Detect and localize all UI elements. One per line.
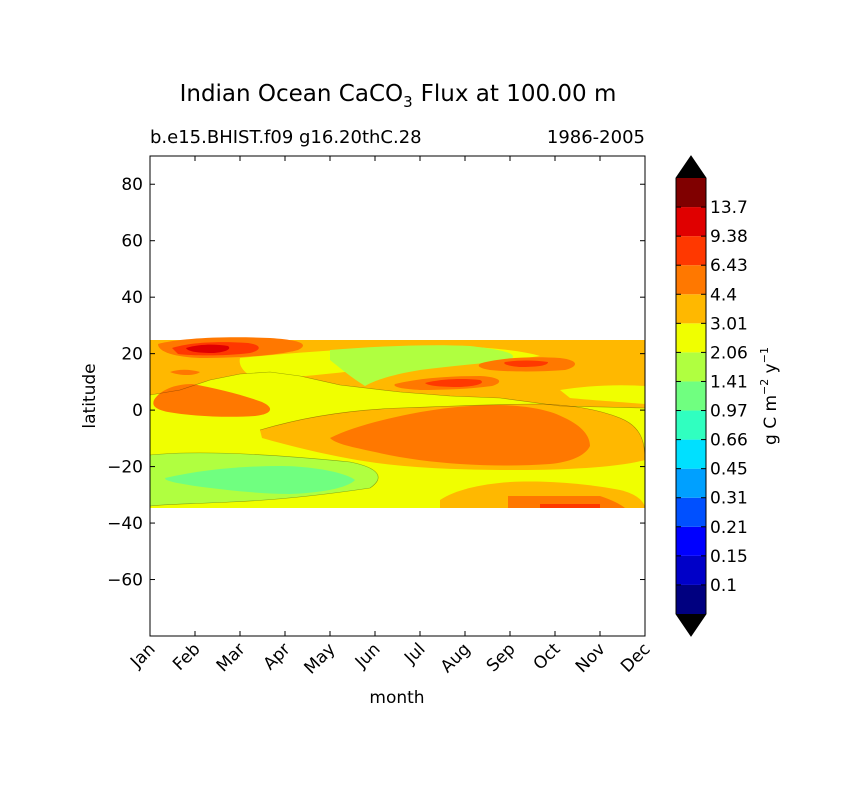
y-tick-label: 60	[121, 232, 143, 252]
colorbar-label-mid: y	[761, 363, 781, 378]
contour-region-south-patch	[165, 466, 355, 494]
colorbar-tick-label: 0.97	[710, 402, 748, 422]
contour-line-south	[150, 452, 379, 507]
colorbar-segment	[676, 178, 706, 208]
subtitle-left: b.e15.BHIST.f09 g16.20thC.28	[150, 127, 422, 148]
colorbar-tick-label: 0.1	[710, 576, 737, 596]
colorbar-tick-label: 0.15	[710, 547, 748, 567]
x-tick-label: Nov	[572, 639, 610, 677]
x-tick-label: Sep	[483, 639, 520, 676]
contour-region-north-lobe	[560, 385, 645, 404]
colorbar-tick-label: 0.66	[710, 431, 748, 451]
chart-title-subscript: 3	[403, 93, 413, 111]
colorbar-segment	[676, 468, 706, 498]
x-tick-label: Aug	[437, 639, 475, 677]
colorbar-segment	[676, 584, 706, 614]
contour-region-south-band-6.43	[540, 504, 600, 508]
x-tick-label: Jul	[400, 639, 429, 668]
x-tick-label: Mar	[213, 639, 250, 676]
y-tick-label: 40	[121, 288, 143, 308]
colorbar-segment	[676, 410, 706, 440]
colorbar-label-exp2: −1	[758, 347, 771, 363]
colorbar-segment	[676, 294, 706, 324]
contour-lines	[150, 371, 645, 507]
x-tick-label: May	[301, 639, 340, 678]
x-tick-label: Apr	[260, 639, 295, 674]
colorbar-segment	[676, 207, 706, 237]
contour-line-equator	[259, 403, 645, 461]
colorbar-label-prefix: g C m	[761, 395, 781, 445]
colorbar-segment	[676, 352, 706, 382]
contour-region-summer-equatorial	[330, 405, 590, 466]
colorbar-segment	[676, 381, 706, 411]
x-tick-label: Oct	[530, 639, 565, 674]
colorbar-tick-label: 0.31	[710, 489, 748, 509]
contour-line-north	[150, 371, 645, 409]
colorbar-outline	[675, 155, 707, 637]
colorbar-label: g C m−2 y−1	[758, 347, 781, 445]
y-tick-label: −40	[107, 514, 143, 534]
y-axis: 80 60 40 20 0 −20 −40 −60	[107, 175, 645, 591]
colorbar-tick-label: 0.21	[710, 518, 748, 538]
x-tick-label: Jun	[351, 639, 385, 673]
colorbar-extend-top	[676, 156, 706, 178]
colorbar-segment	[676, 439, 706, 469]
y-tick-label: 80	[121, 175, 143, 195]
colorbar-tick-label: 1.41	[710, 372, 748, 392]
contour-region-summer-north-max	[425, 379, 482, 387]
colorbar-tick-label: 4.4	[710, 285, 737, 305]
chart-title-suffix: Flux at 100.00 m	[421, 81, 617, 107]
x-axis-label: month	[369, 688, 424, 708]
contour-region-ne-core	[504, 360, 548, 367]
y-tick-label: −60	[107, 571, 143, 591]
colorbar-segment	[676, 526, 706, 556]
colorbar-segment	[676, 236, 706, 266]
colorbar-segment	[676, 555, 706, 585]
x-tick-label: Dec	[617, 639, 654, 676]
colorbar: 0.1 0.15 0.21 0.31 0.45 0.66 0.97 1.41 2.06 3.01 4…	[675, 155, 748, 637]
y-axis-label: latitude	[80, 363, 100, 428]
colorbar-extend-bottom	[676, 614, 706, 636]
chart-title-prefix: Indian Ocean CaCO	[180, 81, 404, 107]
colorbar-label-exp1: −2	[758, 379, 771, 395]
subtitle-right: 1986-2005	[547, 127, 645, 148]
contour-region-north-green	[330, 345, 514, 386]
x-tick-label: Feb	[169, 639, 204, 674]
contour-region-winter-patch	[153, 384, 271, 417]
x-tick-label: Jan	[126, 639, 159, 672]
chart-title: Indian Ocean CaCO3 Flux at 100.00 m	[180, 81, 617, 111]
plot-area	[149, 155, 646, 637]
y-tick-label: −20	[107, 458, 143, 478]
y-tick-label: 0	[132, 401, 143, 421]
colorbar-tick-label: 2.06	[710, 343, 748, 363]
colorbar-tick-label: 3.01	[710, 314, 748, 334]
contour-field	[150, 337, 645, 508]
colorbar-segment	[676, 497, 706, 527]
colorbar-tick-label: 6.43	[710, 256, 748, 276]
colorbar-tick-label: 9.38	[710, 227, 748, 247]
colorbar-tick-label: 13.7	[710, 198, 748, 218]
contour-region-winter-dot	[170, 369, 200, 375]
contour-region-arabian-max-core	[186, 344, 230, 353]
colorbar-tick-label: 0.45	[710, 460, 748, 480]
y-tick-label: 20	[121, 345, 143, 365]
colorbar-segment	[676, 265, 706, 295]
colorbar-segment	[676, 323, 706, 353]
